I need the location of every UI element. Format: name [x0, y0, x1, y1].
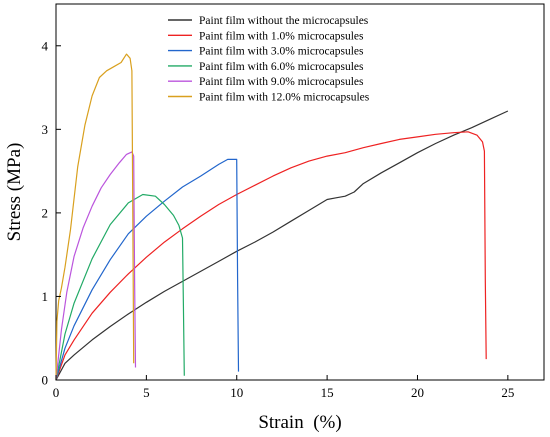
x-axis-title: Strain (%): [258, 412, 341, 433]
y-axis-title: Stress (MPa): [4, 143, 25, 242]
legend-label-1: Paint film with 1.0% microcapsules: [199, 30, 364, 42]
legend-label-0: Paint film without the microcapsules: [199, 15, 369, 27]
x-tick-label: 15: [321, 385, 334, 400]
y-tick-label: 0: [42, 373, 49, 388]
y-tick-label: 1: [42, 289, 49, 304]
legend-label-2: Paint film with 3.0% microcapsules: [199, 46, 364, 58]
y-tick-label: 2: [42, 205, 49, 220]
legend: Paint film without the microcapsules Pain…: [168, 15, 370, 104]
x-tick-label: 5: [143, 385, 150, 400]
legend-label-4: Paint film with 9.0% microcapsules: [199, 76, 364, 88]
series-line-5: [55, 53, 135, 381]
legend-label-3: Paint film with 6.0% microcapsules: [199, 61, 364, 73]
x-tick-label: 0: [53, 385, 60, 400]
y-tick-label: 3: [42, 122, 49, 137]
series-layer: [55, 53, 509, 381]
x-tick-label: 10: [230, 385, 243, 400]
x-tick-label: 20: [411, 385, 424, 400]
legend-label-5: Paint film with 12.0% microcapsules: [199, 92, 370, 104]
series-line-2: [55, 158, 240, 381]
series-line-3: [55, 193, 185, 381]
x-tick-label: 25: [501, 385, 514, 400]
series-line-0: [55, 110, 509, 381]
series-line-1: [55, 131, 487, 381]
axis-layer: 0 5 10 15 20 25 0 1 2 3 4: [42, 38, 515, 400]
plot-frame: [55, 3, 545, 381]
y-tick-label: 4: [42, 38, 49, 53]
series-line-4: [55, 151, 137, 381]
